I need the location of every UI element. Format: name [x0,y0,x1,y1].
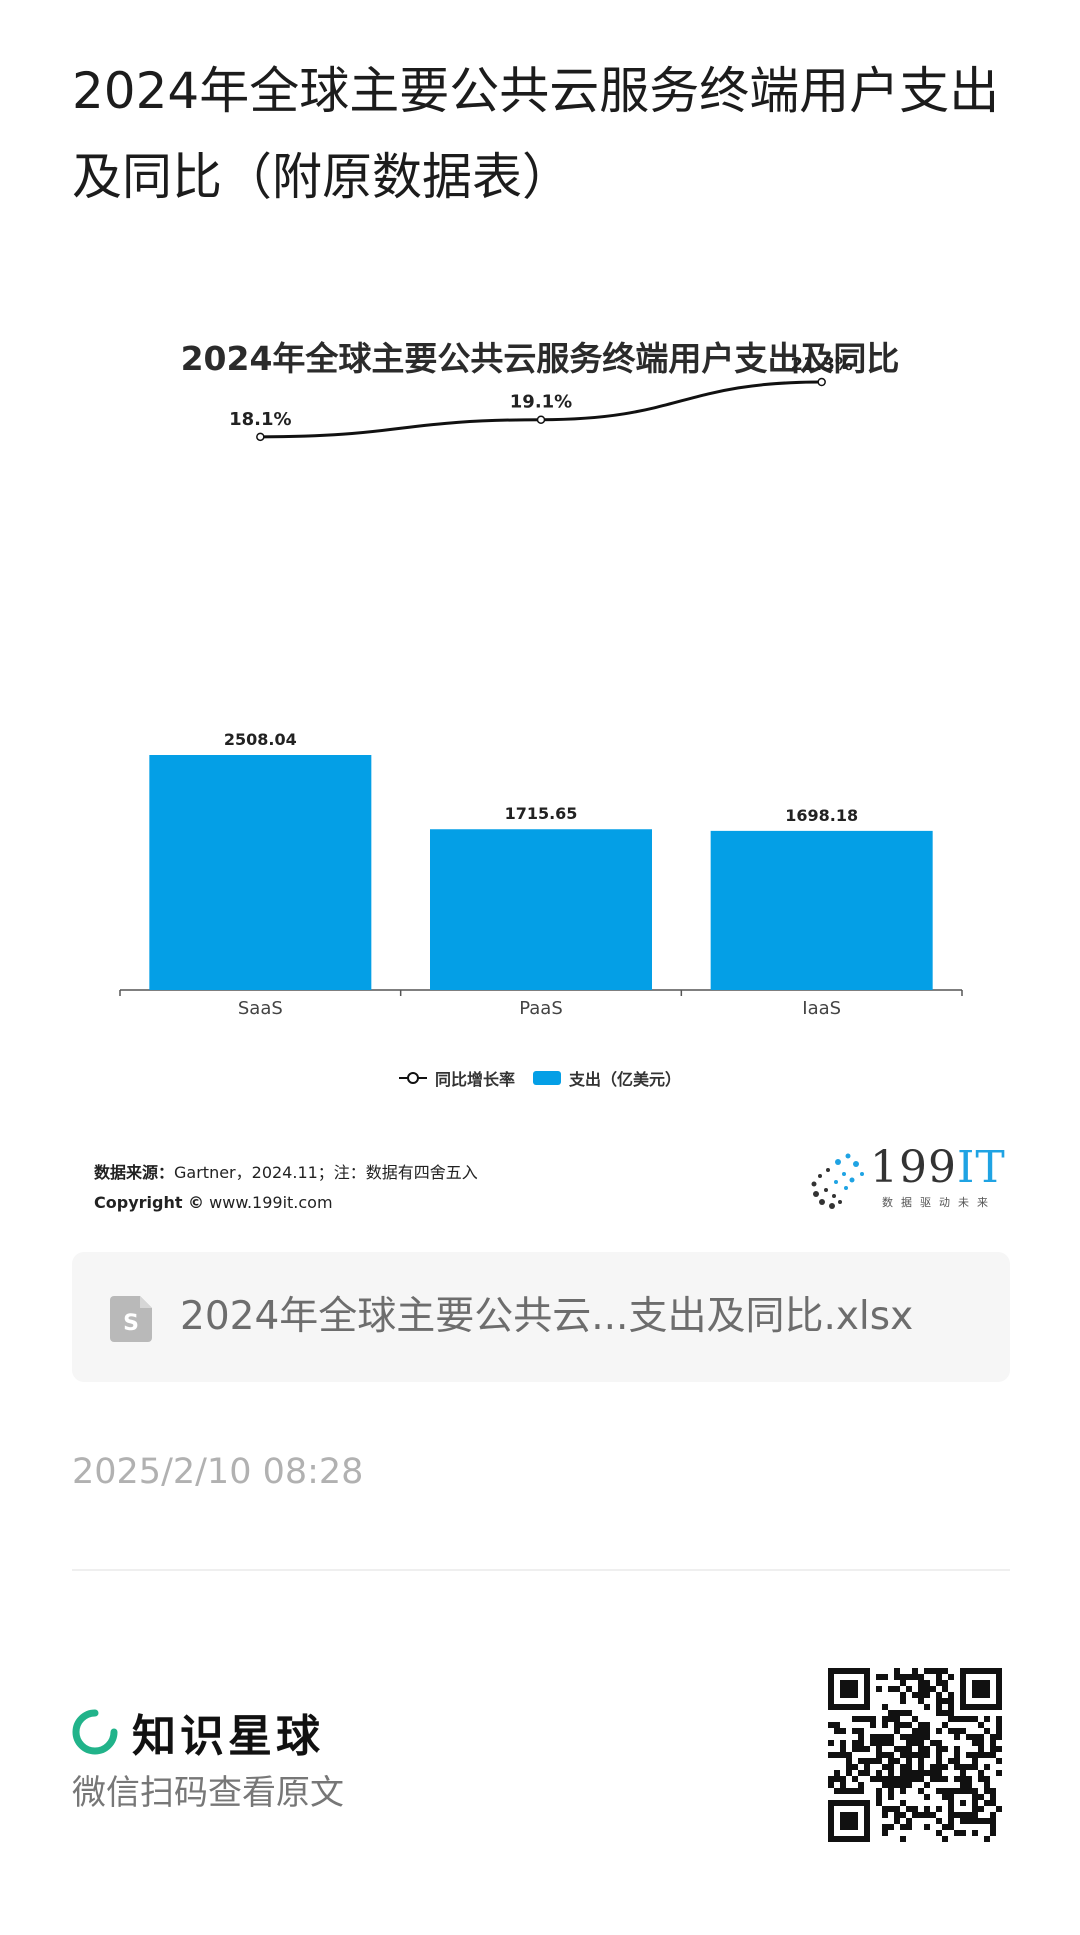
growth-point [536,415,546,424]
qr-code-icon[interactable] [828,1668,1002,1842]
x-tick-label: PaaS [519,998,563,1019]
app-name: 知识星球 [132,1711,324,1762]
bar-value-label: 1698.18 [785,806,858,825]
brand-tagline: 数据驱动未来 [882,1196,996,1209]
growth-point [256,432,265,442]
zsxq-ring-icon [72,1709,118,1755]
chart-card: 2024年全球主要公共云服务终端用户支出及同比 2508.04 SaaS 1715.… [72,300,1008,1230]
copyright-label: Copyright © [94,1193,205,1212]
attachment-file-name[interactable]: 2024年全球主要公共云...支出及同比.xlsx [180,1294,914,1339]
chart-legend: 同比增长率 支出（亿美元） [72,1066,1008,1090]
bar-swatch-icon [533,1071,561,1085]
bar-value-label: 2508.04 [224,730,297,749]
brand-name-digits: 199 [870,1142,957,1193]
zsxq-logo: 知识星球 [72,1700,324,1764]
bar-iaas [710,830,933,990]
growth-value-label: 19.1% [510,392,572,413]
x-tick-label: SaaS [238,998,283,1019]
page-title: 2024年全球主要公共云服务终端用户支出及同比（附原数据表） [72,62,1000,206]
dot-burst-icon [811,1153,864,1209]
brand-name-letters: IT [956,1142,1006,1193]
post-timestamp: 2025/2/10 08:28 [72,1452,364,1492]
growth-value-label: 21.3% [790,354,852,375]
legend-label-spend: 支出（亿美元） [569,1070,682,1089]
legend-label-growth: 同比增长率 [434,1070,515,1089]
copyright-text: www.199it.com [209,1193,333,1212]
growth-point [817,377,826,387]
chart-footer: 数据来源：Gartner，2024.11；注：数据有四舍五入 Copyright… [94,1158,478,1218]
attachment-card[interactable]: S 2024年全球主要公共云...支出及同比.xlsx [72,1252,1010,1382]
growth-value-label: 18.1% [229,409,291,430]
svg-text:S: S [123,1311,139,1336]
brand-name: 199IT [870,1142,1006,1193]
chart-title: 2024年全球主要公共云服务终端用户支出及同比 [180,339,900,378]
legend-item-spend[interactable]: 支出（亿美元） [533,1066,681,1090]
bar-paas [430,829,652,990]
spreadsheet-file-icon: S [110,1296,152,1342]
line-marker-icon [398,1071,427,1085]
chart-svg: 2508.04 SaaS 1715.65 PaaS 1698.18 IaaS 18.1% 19… [119,354,963,1019]
bar-value-label: 1715.65 [505,804,578,823]
source-label: 数据来源： [94,1163,175,1182]
scan-hint: 微信扫码查看原文 [72,1773,344,1813]
x-tick-label: IaaS [802,998,841,1019]
bar-saas [149,755,372,990]
divider [72,1569,1010,1571]
legend-item-growth[interactable]: 同比增长率 [398,1066,515,1090]
brand-logo: 199IT 数据驱动未来 [806,1142,1006,1212]
source-line: 数据来源：Gartner，2024.11；注：数据有四舍五入 [94,1158,478,1188]
copyright-line: Copyright © www.199it.com [94,1188,478,1218]
source-text: Gartner，2024.11；注：数据有四舍五入 [174,1163,478,1182]
